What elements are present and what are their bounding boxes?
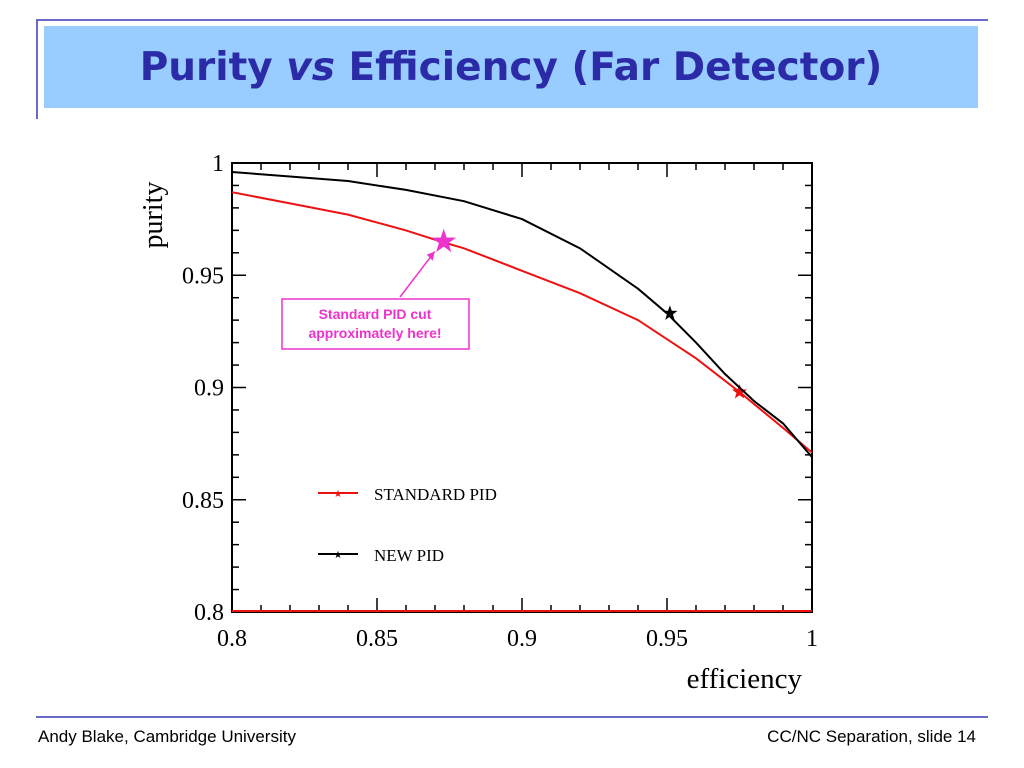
title-italic: vs xyxy=(286,44,335,90)
y-tick-label: 0.8 xyxy=(194,600,224,626)
series-line-1 xyxy=(231,171,813,458)
legend-standard-pid-label: STANDARD PID xyxy=(374,485,497,504)
axis-ticks xyxy=(231,162,813,613)
annotation-box xyxy=(281,298,470,350)
series-marker-1 xyxy=(662,305,678,320)
legend: ★ STANDARD PID ★ NEW PID xyxy=(318,485,497,565)
y-tick-label: 1 xyxy=(212,151,224,177)
title-rest: Efficiency (Far Detector) xyxy=(334,44,883,90)
footer-author: Andy Blake, Cambridge University xyxy=(38,727,296,746)
x-axis-label: efficiency xyxy=(687,663,803,695)
annotation: Standard PID cut approximately here! xyxy=(281,228,470,350)
annotation-line-1: Standard PID cut xyxy=(319,306,432,322)
legend-new-pid-star: ★ xyxy=(334,550,343,561)
annotation-arrow xyxy=(399,251,436,298)
x-tick-label: 0.85 xyxy=(356,626,398,652)
purity-efficiency-chart: 0.8 0.85 0.9 0.95 1 0.8 0.85 0.9 0.95 1 purity ef… xyxy=(138,151,818,695)
axis-tick-labels: 0.8 0.85 0.9 0.95 1 0.8 0.85 0.9 0.95 1 xyxy=(182,151,818,652)
x-tick-label: 1 xyxy=(806,626,818,652)
y-tick-label: 0.9 xyxy=(194,376,224,402)
title-frame-left-line xyxy=(36,19,38,119)
slide-title: Purity vs Efficiency (Far Detector) xyxy=(140,45,883,90)
legend-new-pid-label: NEW PID xyxy=(374,546,444,565)
annotation-arrowhead xyxy=(426,251,435,261)
legend-standard-pid-star: ★ xyxy=(334,489,343,500)
footer-slide-number: CC/NC Separation, slide 14 xyxy=(767,727,976,746)
series-marker-0 xyxy=(731,384,748,399)
annotation-star xyxy=(431,228,457,253)
plot-frame xyxy=(231,162,813,613)
title-banner: Purity vs Efficiency (Far Detector) xyxy=(44,26,978,108)
x-tick-label: 0.8 xyxy=(217,626,247,652)
x-tick-label: 0.95 xyxy=(646,626,688,652)
footer-rule xyxy=(36,716,988,718)
y-tick-label: 0.85 xyxy=(182,488,224,514)
y-tick-label: 0.95 xyxy=(182,263,224,289)
title-frame-top-line xyxy=(36,19,988,21)
y-axis-label: purity xyxy=(138,182,169,249)
title-main: Purity xyxy=(139,44,287,90)
annotation-line-2: approximately here! xyxy=(308,325,441,341)
x-tick-label: 0.9 xyxy=(507,626,537,652)
series-layer xyxy=(231,171,813,458)
